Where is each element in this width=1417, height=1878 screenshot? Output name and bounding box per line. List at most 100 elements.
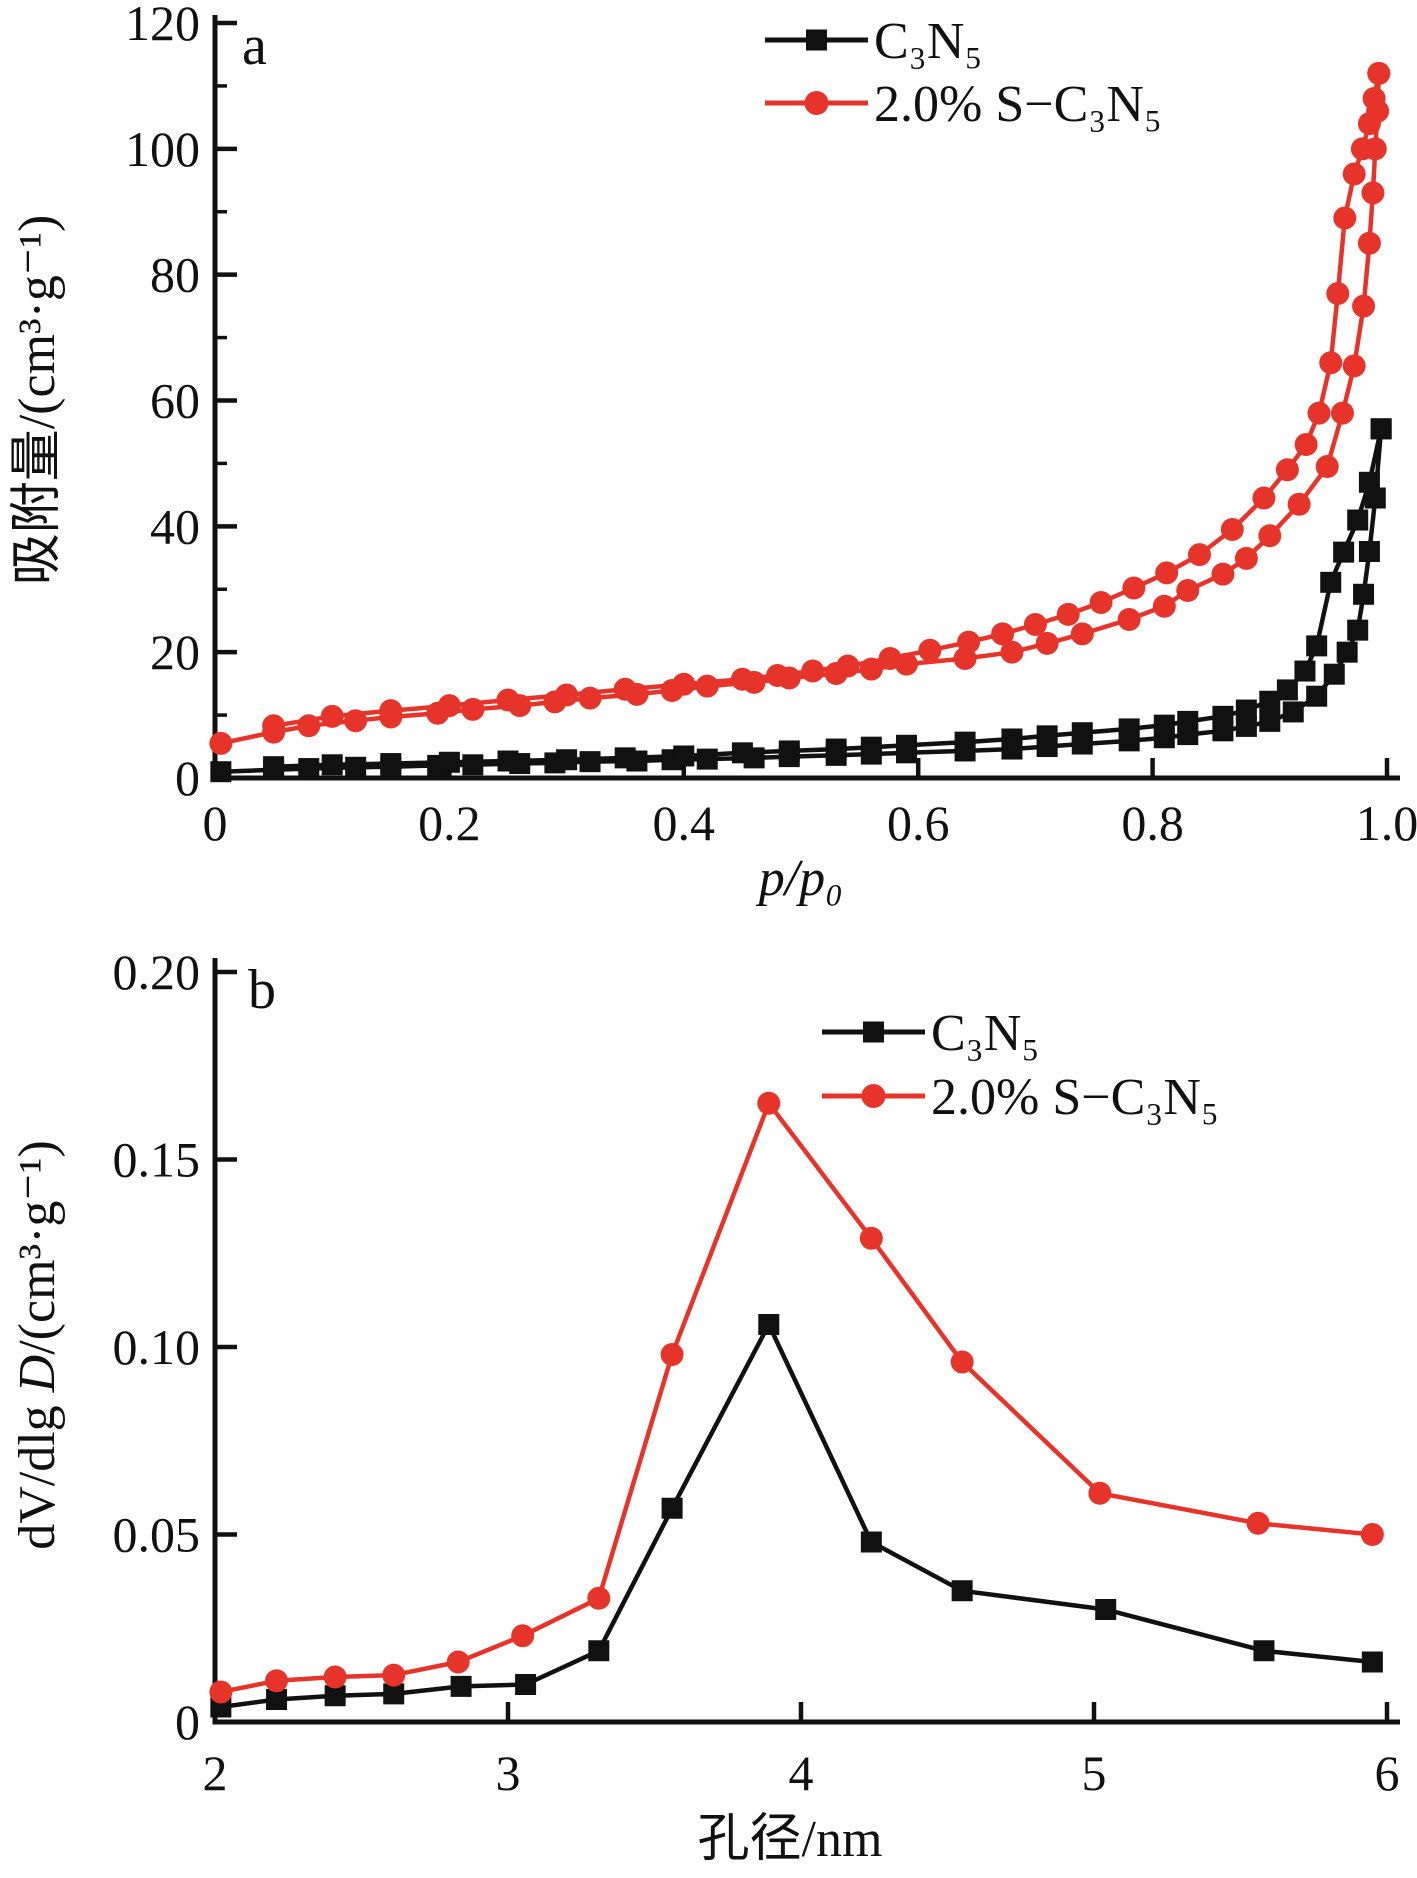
panel-a-y-axis-label: 吸附量/(cm³·g⁻¹) bbox=[9, 215, 66, 586]
circle-desorption-circle-marker bbox=[1319, 351, 1343, 375]
square-adsorption-square-marker bbox=[1347, 619, 1369, 641]
circle-desorption-circle-marker bbox=[613, 677, 637, 701]
circle-desorption-circle-marker bbox=[1275, 458, 1299, 482]
circle-desorption-circle-marker bbox=[957, 630, 981, 654]
square-desorption-square-marker bbox=[1259, 690, 1281, 712]
circle-desorption-circle-marker bbox=[1023, 612, 1047, 636]
square-adsorption-square-marker bbox=[579, 751, 601, 773]
square-series-square-marker bbox=[951, 1580, 973, 1602]
square-desorption-square-marker bbox=[673, 745, 695, 767]
circle-adsorption-circle-marker bbox=[695, 674, 719, 698]
circle-series-circle-marker bbox=[1088, 1481, 1112, 1505]
circle-adsorption-circle-marker bbox=[1211, 562, 1235, 586]
x-tick-label: 2 bbox=[203, 1745, 228, 1801]
circle-series-circle-marker bbox=[209, 1680, 233, 1704]
circle-series-circle-marker bbox=[1360, 1523, 1384, 1546]
panel-b-legend: C₃N₅ 2.0% S−C₃N₅ bbox=[822, 1005, 1219, 1126]
square-series-line bbox=[220, 1322, 1373, 1710]
y-tick-label: 0 bbox=[175, 750, 200, 806]
panel-a-legend: C₃N₅ 2.0% S−C₃N₅ bbox=[765, 13, 1162, 133]
circle-adsorption-circle-marker bbox=[1357, 231, 1381, 255]
square-desorption-square-marker bbox=[1370, 418, 1392, 440]
circle-series-circle-marker bbox=[950, 1350, 974, 1374]
s-c3n5-legend-circle-marker-icon bbox=[861, 1084, 886, 1108]
square-desorption-square-marker bbox=[1347, 509, 1369, 531]
circle-series-circle-marker bbox=[265, 1669, 289, 1693]
circle-desorption-circle-marker bbox=[320, 704, 344, 728]
square-desorption-square-marker bbox=[1235, 699, 1257, 721]
circle-desorption-circle-marker bbox=[555, 683, 579, 707]
square-series-square-marker bbox=[1361, 1651, 1383, 1673]
square-series-square-marker bbox=[661, 1497, 683, 1519]
circle-desorption-circle-marker bbox=[1155, 561, 1179, 585]
circle-series-circle-marker bbox=[323, 1665, 347, 1689]
circle-desorption-circle-marker bbox=[1362, 86, 1386, 110]
square-series-square-marker bbox=[758, 1314, 780, 1335]
circle-series-circle-marker bbox=[446, 1650, 470, 1674]
circle-desorption-circle-marker bbox=[878, 646, 902, 670]
x-tick-label: 4 bbox=[789, 1745, 814, 1801]
c3n5-legend-square-marker-icon bbox=[806, 29, 827, 51]
square-series-square-marker bbox=[1095, 1599, 1117, 1620]
square-desorption-square-marker bbox=[895, 734, 917, 756]
panel-a: 0 0.2 0.4 0.6 0.8 1.0 0 20 40 60 80 100 120 a 吸附量/(c… bbox=[9, 0, 1417, 907]
x-tick-label: 3 bbox=[496, 1745, 521, 1801]
circle-adsorption-circle-marker bbox=[1176, 579, 1200, 603]
legend-entry-c3n5-b: C₃N₅ bbox=[822, 1005, 1040, 1062]
circle-desorption-circle-marker bbox=[836, 654, 860, 678]
circle-series-circle-marker bbox=[660, 1343, 684, 1366]
square-adsorption-square-marker bbox=[1235, 715, 1257, 737]
circle-series-circle-marker bbox=[587, 1586, 611, 1610]
square-desorption-square-marker bbox=[321, 754, 343, 776]
square-desorption-square-marker bbox=[556, 749, 578, 771]
square-series-square-marker bbox=[383, 1683, 405, 1705]
square-adsorption-square-marker bbox=[1336, 641, 1358, 663]
c3n5-legend-square-marker-icon bbox=[863, 1021, 884, 1043]
square-adsorption-square-marker bbox=[1358, 540, 1380, 562]
legend-entry-s-c3n5: 2.0% S−C₃N₅ bbox=[765, 76, 1162, 133]
circle-series-line bbox=[220, 1101, 1373, 1695]
c3n5-legend-label: C₃N₅ bbox=[874, 13, 983, 70]
x-tick-label: 1.0 bbox=[1356, 795, 1417, 851]
circle-desorption-circle-marker bbox=[1220, 517, 1244, 541]
square-desorption-square-marker bbox=[1358, 471, 1380, 493]
square-desorption-square-marker bbox=[825, 738, 847, 760]
circle-desorption-circle-marker bbox=[801, 659, 825, 683]
c3n5-legend-label: C₃N₅ bbox=[931, 1005, 1040, 1062]
circle-desorption-circle-marker bbox=[918, 638, 942, 662]
circle-adsorption-circle-marker bbox=[1035, 631, 1059, 655]
y-tick-label: 100 bbox=[125, 121, 200, 177]
circle-desorption-line bbox=[273, 72, 1382, 729]
square-desorption-square-marker bbox=[1036, 725, 1058, 747]
circle-series-circle-marker bbox=[859, 1226, 883, 1250]
square-series-square-marker bbox=[515, 1674, 537, 1695]
circle-desorption-circle-marker bbox=[1187, 543, 1211, 567]
square-desorption-square-marker bbox=[1320, 571, 1342, 593]
y-tick-label: 0.10 bbox=[113, 1319, 201, 1375]
circle-desorption-circle-marker bbox=[1342, 162, 1366, 186]
square-series-square-marker bbox=[860, 1531, 882, 1553]
square-desorption-square-marker bbox=[778, 740, 800, 762]
circle-desorption-circle-marker bbox=[262, 714, 286, 738]
square-series-square-marker bbox=[324, 1685, 346, 1707]
panel-b-ticks: 2 3 4 5 6 0 0.05 0.10 0.15 0.20 bbox=[113, 944, 1400, 1801]
circle-desorption-circle-marker bbox=[766, 663, 790, 687]
square-adsorption-square-marker bbox=[210, 761, 232, 783]
square-desorption-square-marker bbox=[438, 751, 460, 773]
square-adsorption-square-marker bbox=[1353, 583, 1375, 605]
circle-series-circle-marker bbox=[1246, 1511, 1270, 1535]
panel-a-series bbox=[209, 61, 1392, 783]
circle-desorption-circle-marker bbox=[1357, 112, 1381, 136]
square-series-square-marker bbox=[450, 1675, 472, 1697]
panel-b-y-axis-label: dV/dlg D/(cm³·g⁻¹) bbox=[9, 1140, 66, 1550]
square-desorption-square-marker bbox=[954, 731, 976, 753]
y-tick-label: 80 bbox=[150, 247, 200, 303]
y-tick-label: 0 bbox=[175, 1694, 200, 1750]
circle-desorption-circle-marker bbox=[991, 622, 1015, 646]
y-tick-label: 0.20 bbox=[113, 944, 201, 1000]
square-adsorption-square-marker bbox=[696, 748, 718, 770]
circle-series-circle-marker bbox=[757, 1091, 781, 1115]
circle-desorption-circle-marker bbox=[1326, 282, 1350, 306]
panel-b-x-axis-label: 孔径/nm bbox=[698, 1811, 883, 1868]
